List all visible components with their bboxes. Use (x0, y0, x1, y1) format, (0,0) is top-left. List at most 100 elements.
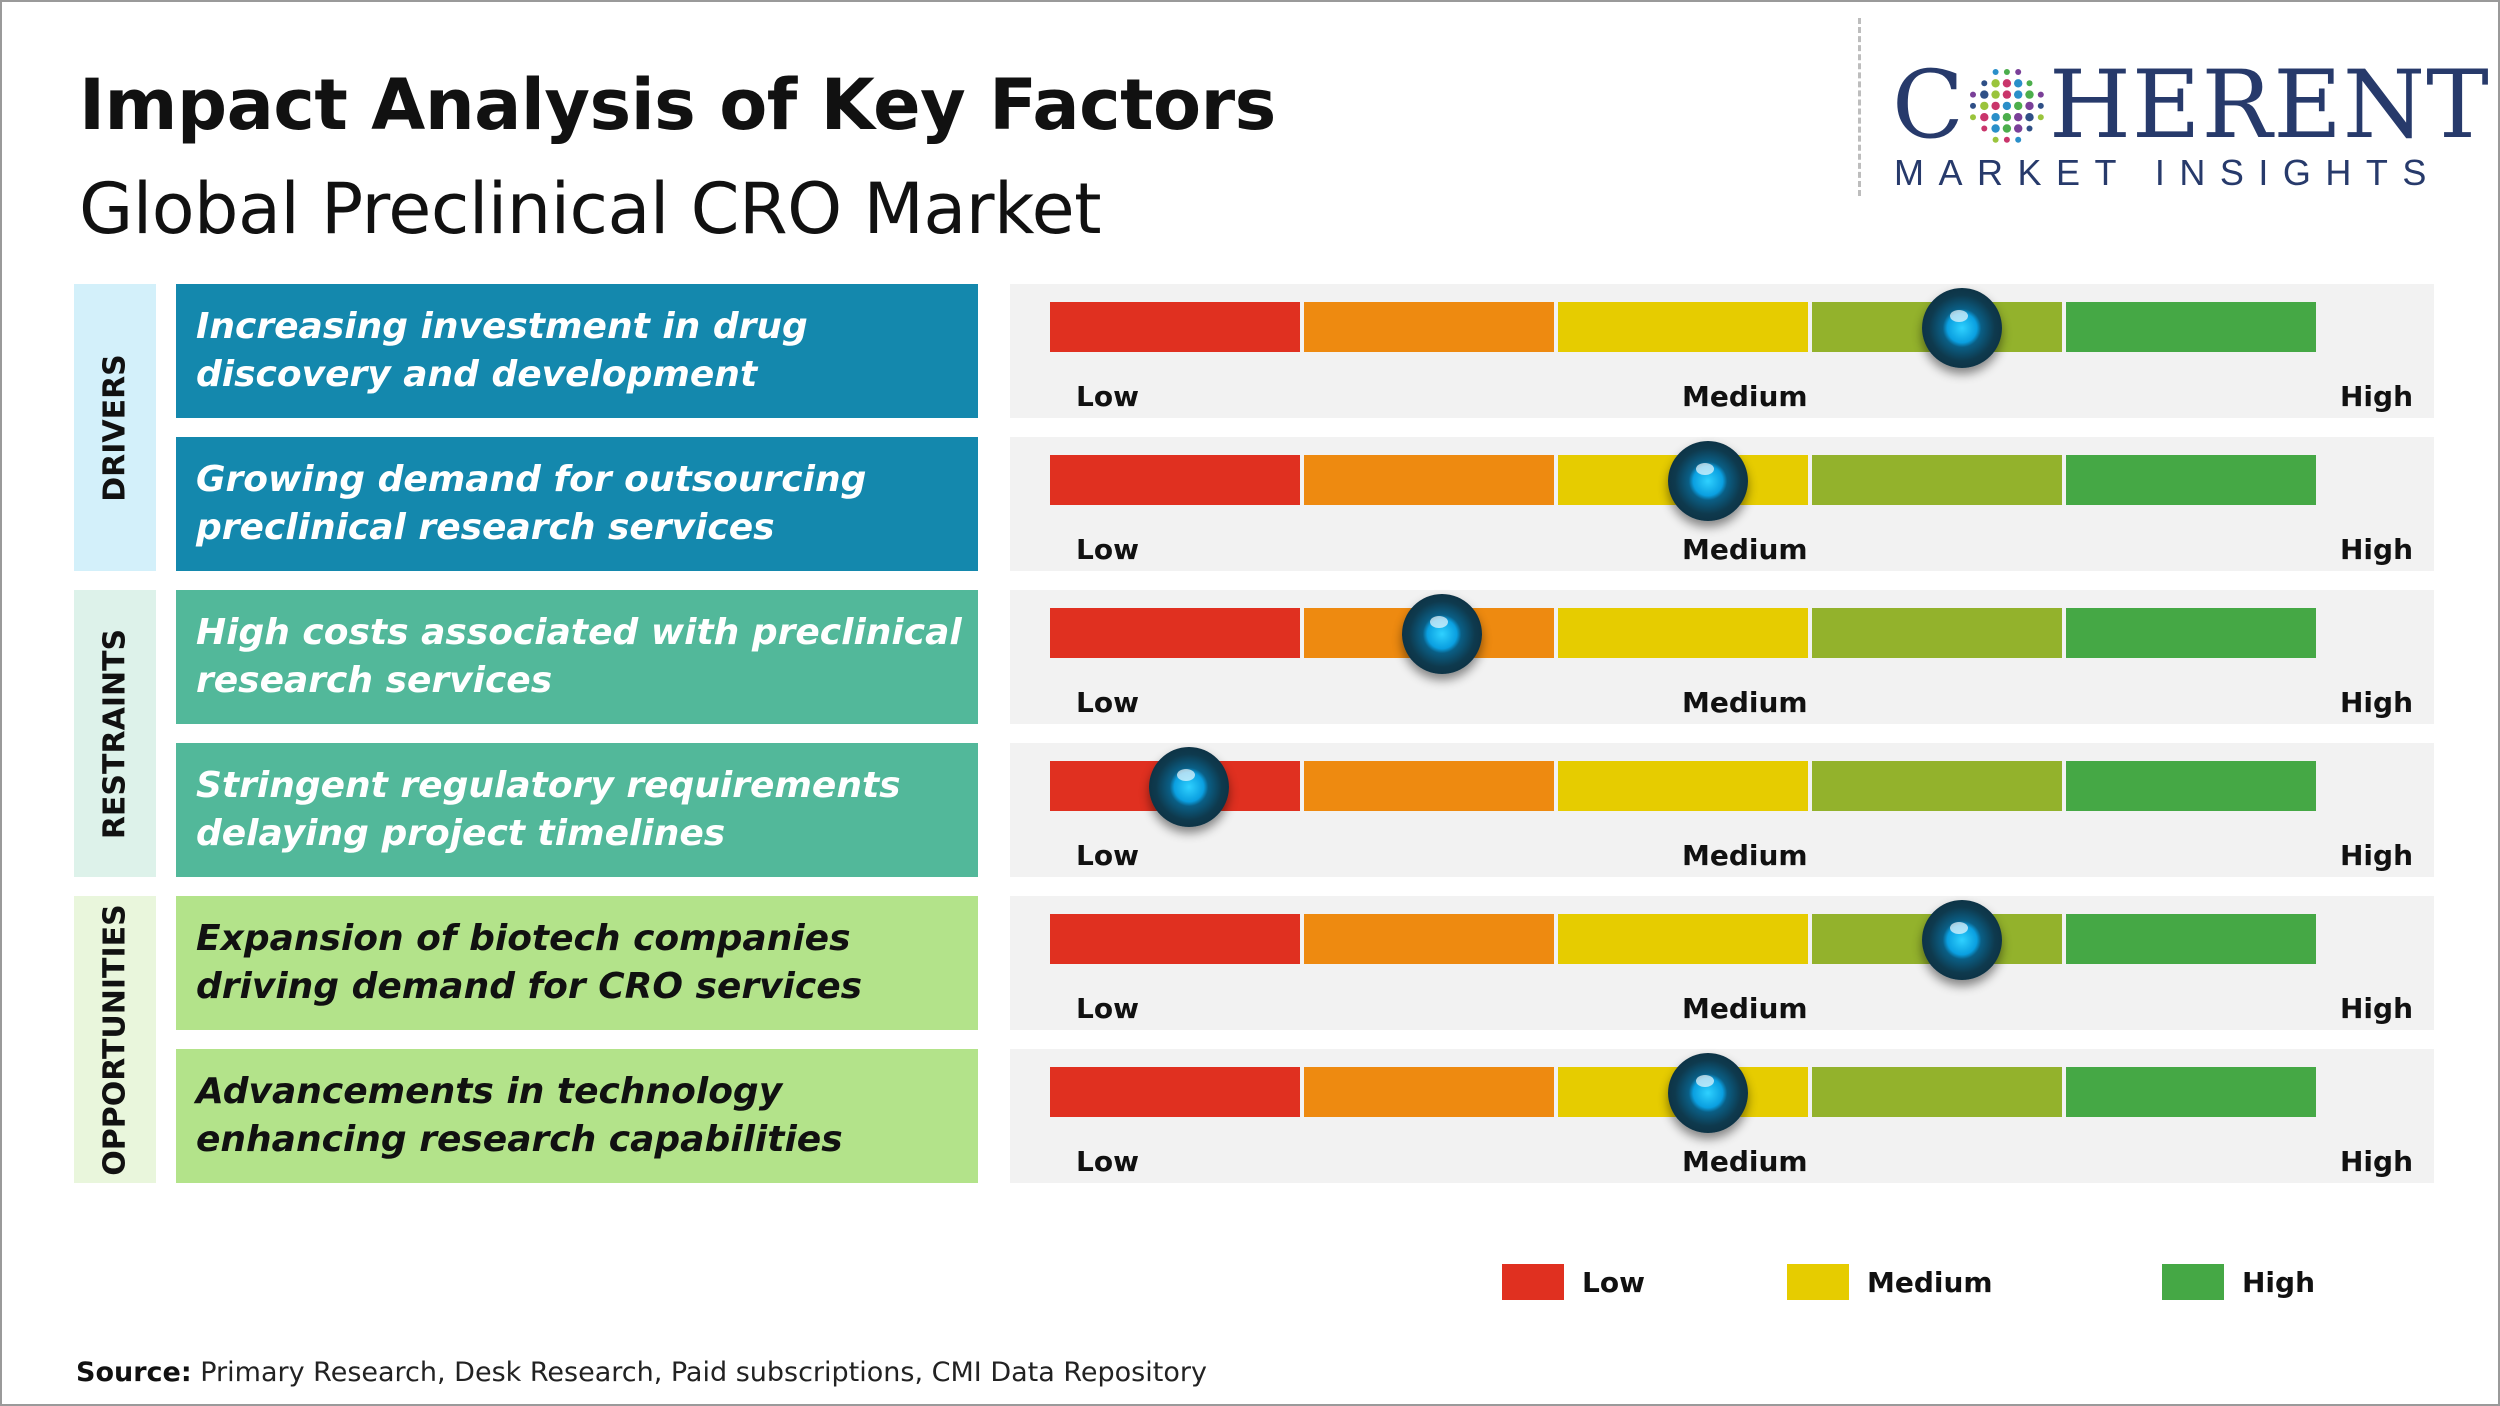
logo-dot (2037, 102, 2044, 109)
logo-dot (1969, 91, 1976, 98)
gauge-segment (1812, 608, 2062, 658)
gauge-segment (1304, 761, 1554, 811)
logo-dot (2013, 79, 2023, 88)
tick-label-medium: Medium (1682, 533, 1808, 566)
chart-subtitle: Global Preclinical CRO Market (79, 168, 1102, 250)
gauge-segment (1812, 761, 2062, 811)
category-band-opportunities: OPPORTUNITIES (74, 896, 156, 1183)
logo-dot (1981, 80, 1988, 87)
logo-dot (2015, 69, 2022, 75)
gauge-panel: Low Medium High (1010, 1049, 2434, 1183)
logo-dot (1992, 136, 1999, 143)
impact-marker (1668, 1053, 1749, 1133)
impact-marker (1921, 900, 2002, 980)
logo-dot-globe-icon (1969, 69, 2044, 143)
gauge-segment (2066, 914, 2316, 964)
logo-dot (2015, 136, 2022, 143)
tick-label-low: Low (1076, 992, 1139, 1025)
impact-gauge-bar (1050, 761, 2316, 811)
gauge-segment (1050, 455, 1300, 505)
gauge-segment (1558, 761, 1808, 811)
gauge-segment (1050, 1067, 1300, 1117)
impact-marker (1149, 747, 1230, 827)
factor-text: Growing demand for outsourcing preclinic… (196, 459, 867, 548)
logo-dot (2037, 91, 2044, 98)
chart-title: Impact Analysis of Key Factors (79, 64, 1276, 146)
tick-label-medium: Medium (1682, 686, 1808, 719)
factor-text: Increasing investment in drug discovery … (196, 306, 808, 395)
logo-dot (1981, 125, 1988, 132)
category-band-restraints: RESTRAINTS (74, 590, 156, 877)
impact-gauge-bar (1050, 608, 2316, 658)
source-note: Source: Primary Research, Desk Research,… (76, 1357, 1207, 1388)
gauge-segment (2066, 302, 2316, 352)
logo-dot (1991, 79, 2000, 88)
logo-dot (2003, 69, 2010, 75)
gauge-segment (2066, 608, 2316, 658)
factor-text: Stringent regulatory requirements delayi… (196, 765, 901, 854)
gauge-segment (2066, 1067, 2316, 1117)
logo-dot (1969, 102, 1976, 109)
factor-box: Increasing investment in drug discovery … (176, 284, 978, 418)
logo-dot (1991, 90, 2000, 99)
legend-label: Medium (1867, 1265, 1993, 1299)
logo-tagline: MARKET INSIGHTS (1894, 152, 2441, 193)
factor-box: High costs associated with preclinical r… (176, 590, 978, 724)
legend-label: Low (1582, 1265, 1645, 1299)
logo-dot (2003, 136, 2010, 143)
gauge-panel: Low Medium High (1010, 743, 2434, 877)
tick-label-low: Low (1076, 839, 1139, 872)
factor-box: Growing demand for outsourcing preclinic… (176, 437, 978, 571)
legend-swatch (1502, 1264, 1564, 1300)
tick-label-medium: Medium (1682, 1145, 1808, 1178)
logo-dot (2002, 90, 2012, 99)
source-text: Primary Research, Desk Research, Paid su… (191, 1357, 1207, 1388)
gauge-segment (1558, 302, 1808, 352)
gauge-segment (2066, 761, 2316, 811)
gauge-panel: Low Medium High (1010, 437, 2434, 571)
gauge-segment (1304, 914, 1554, 964)
impact-gauge-bar (1050, 914, 2316, 964)
logo-dot (1991, 101, 2000, 111)
gauge-segment (1558, 914, 1808, 964)
gauge-segment (1558, 608, 1808, 658)
category-band-drivers: DRIVERS (74, 284, 156, 571)
tick-label-high: High (2340, 380, 2414, 413)
impact-marker (1402, 594, 1483, 674)
logo-dot (1980, 101, 1989, 111)
tick-label-low: Low (1076, 1145, 1139, 1178)
impact-marker (1921, 288, 2002, 368)
tick-label-low: Low (1076, 533, 1139, 566)
logo-dot (2037, 114, 2044, 121)
logo-dot (1992, 69, 1999, 75)
legend-swatch (1787, 1264, 1849, 1300)
logo-dot (2025, 113, 2034, 122)
legend-swatch (2162, 1264, 2224, 1300)
logo-dot (2013, 124, 2023, 133)
impact-gauge-bar (1050, 1067, 2316, 1117)
gauge-segment (1812, 1067, 2062, 1117)
logo-dot (2026, 80, 2033, 87)
tick-label-medium: Medium (1682, 380, 1808, 413)
logo-dot (2002, 113, 2012, 122)
gauge-segment (1050, 608, 1300, 658)
gauge-panel: Low Medium High (1010, 896, 2434, 1030)
logo-dot (2025, 101, 2034, 111)
legend-label: High (2242, 1265, 2316, 1299)
gauge-segment (1050, 914, 1300, 964)
logo-dot (1980, 90, 1989, 99)
tick-label-high: High (2340, 686, 2414, 719)
logo-dot (2002, 101, 2012, 111)
tick-label-high: High (2340, 992, 2414, 1025)
source-label: Source: (76, 1357, 192, 1388)
tick-label-medium: Medium (1682, 839, 1808, 872)
logo-dot (2002, 79, 2012, 88)
gauge-segment (1812, 455, 2062, 505)
impact-gauge-bar (1050, 455, 2316, 505)
gauge-panel: Low Medium High (1010, 590, 2434, 724)
logo-dot (2013, 113, 2023, 122)
logo-dot (2002, 124, 2012, 133)
gauge-segment (2066, 455, 2316, 505)
gauge-segment (1304, 302, 1554, 352)
legend-item-low: Low (1502, 1264, 1645, 1300)
